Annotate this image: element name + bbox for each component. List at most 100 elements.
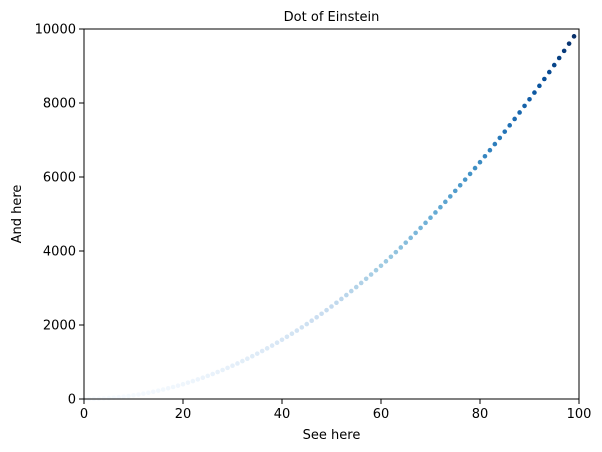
data-point xyxy=(418,225,423,231)
data-point xyxy=(319,311,324,317)
x-tick-label: 40 xyxy=(274,407,291,422)
data-point xyxy=(146,390,151,396)
data-point xyxy=(378,263,384,269)
data-point xyxy=(180,381,186,387)
data-point xyxy=(393,249,399,255)
data-point xyxy=(438,204,443,210)
data-point xyxy=(289,331,295,337)
data-point xyxy=(210,371,215,377)
data-point xyxy=(517,110,522,115)
data-point xyxy=(502,129,508,134)
data-point xyxy=(329,304,334,309)
y-tick-label: 8000 xyxy=(43,97,76,112)
data-point xyxy=(349,288,354,294)
data-point xyxy=(497,135,503,141)
data-point xyxy=(190,378,196,384)
x-tick-label: 20 xyxy=(175,407,192,422)
data-point xyxy=(121,394,126,399)
data-point xyxy=(542,76,547,82)
data-point xyxy=(205,373,211,379)
data-point xyxy=(398,245,404,250)
x-tick-label: 80 xyxy=(472,407,489,422)
data-point xyxy=(566,41,572,46)
data-point xyxy=(259,348,265,354)
data-point xyxy=(403,240,409,245)
data-point xyxy=(482,153,488,159)
data-point xyxy=(220,367,225,373)
data-point xyxy=(344,292,349,298)
data-point xyxy=(131,393,136,398)
plot-frame xyxy=(83,28,580,400)
data-point xyxy=(304,321,310,327)
data-point xyxy=(230,363,235,369)
data-point xyxy=(334,300,339,306)
data-point xyxy=(235,361,240,366)
data-point xyxy=(155,388,161,393)
data-point xyxy=(547,69,552,75)
data-point xyxy=(254,351,260,356)
data-point xyxy=(522,103,527,109)
data-point xyxy=(324,307,329,313)
data-point xyxy=(170,384,176,390)
data-point xyxy=(106,395,112,401)
y-tick-label: 0 xyxy=(68,393,76,408)
data-point xyxy=(537,83,542,89)
data-point xyxy=(175,383,181,388)
data-point xyxy=(373,267,379,273)
data-point xyxy=(358,280,364,286)
data-point xyxy=(571,34,577,39)
data-point xyxy=(492,141,498,147)
data-point xyxy=(101,396,107,401)
data-point xyxy=(512,116,517,122)
data-point xyxy=(423,220,428,226)
x-axis-label: See here xyxy=(303,428,361,443)
chart-title: Dot of Einstein xyxy=(284,10,380,25)
data-point xyxy=(428,215,433,220)
data-point xyxy=(116,394,121,400)
data-point xyxy=(532,90,537,95)
data-point xyxy=(339,296,344,302)
scatter-points xyxy=(81,34,577,402)
data-point xyxy=(477,159,483,165)
data-point xyxy=(527,97,532,102)
data-point xyxy=(245,356,250,362)
data-point xyxy=(452,188,458,194)
y-tick-label: 10000 xyxy=(35,23,76,38)
data-point xyxy=(462,177,468,182)
data-point xyxy=(200,375,206,380)
data-point xyxy=(126,393,131,399)
data-point xyxy=(413,230,418,236)
data-point xyxy=(353,284,359,290)
data-point xyxy=(269,343,275,348)
data-point xyxy=(225,365,230,371)
data-point xyxy=(165,386,171,391)
data-point xyxy=(299,325,305,330)
data-point xyxy=(136,392,141,397)
data-point xyxy=(274,340,280,346)
data-point xyxy=(185,380,191,385)
data-point xyxy=(195,377,201,382)
data-point xyxy=(551,62,557,68)
x-tick-label: 100 xyxy=(567,407,592,422)
data-point xyxy=(368,272,374,277)
data-point xyxy=(433,210,438,215)
y-axis-ticks: 0 2000 4000 6000 8000 10000 xyxy=(35,23,84,408)
data-point xyxy=(160,387,166,392)
y-tick-label: 6000 xyxy=(43,171,76,186)
data-point xyxy=(215,369,220,375)
data-point xyxy=(487,147,493,153)
data-point xyxy=(284,334,290,340)
data-point xyxy=(448,194,453,199)
data-point xyxy=(472,165,478,171)
data-point xyxy=(240,358,245,364)
data-point xyxy=(467,171,473,177)
data-point xyxy=(443,199,448,205)
data-point xyxy=(561,48,567,54)
data-point xyxy=(507,123,512,128)
data-point xyxy=(388,254,394,260)
data-point xyxy=(264,346,270,351)
data-point xyxy=(408,235,414,241)
data-point xyxy=(151,389,156,395)
